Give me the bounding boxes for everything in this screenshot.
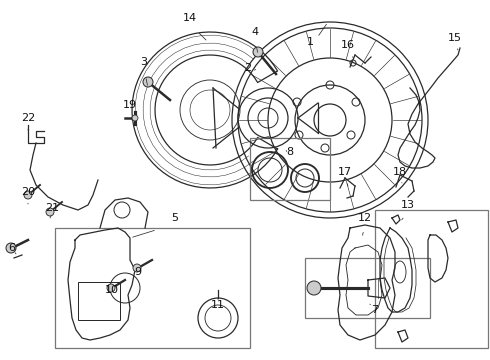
Text: 21: 21: [45, 203, 59, 213]
Circle shape: [46, 208, 54, 216]
Text: 15: 15: [448, 33, 462, 43]
Text: 4: 4: [251, 27, 259, 37]
Text: 2: 2: [245, 63, 251, 73]
Circle shape: [143, 77, 153, 87]
Text: 6: 6: [8, 243, 16, 253]
Circle shape: [24, 191, 32, 199]
Text: 19: 19: [123, 100, 137, 110]
Circle shape: [307, 281, 321, 295]
Text: 17: 17: [338, 167, 352, 177]
Text: 14: 14: [183, 13, 197, 23]
Circle shape: [253, 47, 263, 57]
Text: 5: 5: [172, 213, 178, 223]
Bar: [305, 258, 430, 318]
Text: 9: 9: [134, 267, 142, 277]
Bar: [250, 138, 330, 200]
Text: 22: 22: [21, 113, 35, 123]
Circle shape: [6, 243, 16, 253]
Text: 8: 8: [287, 147, 294, 157]
Text: 20: 20: [21, 187, 35, 197]
Text: 10: 10: [105, 285, 119, 295]
Bar: [55, 228, 250, 348]
Circle shape: [132, 115, 138, 121]
Text: 3: 3: [141, 57, 147, 67]
Bar: [78, 282, 120, 320]
Text: 12: 12: [358, 213, 372, 223]
Circle shape: [107, 284, 115, 292]
Text: 7: 7: [371, 305, 379, 315]
Circle shape: [133, 264, 141, 272]
Text: 16: 16: [341, 40, 355, 50]
Text: 13: 13: [401, 200, 415, 210]
Text: 18: 18: [393, 167, 407, 177]
Text: 1: 1: [307, 37, 314, 47]
Bar: [375, 210, 488, 348]
Text: 11: 11: [211, 300, 225, 310]
